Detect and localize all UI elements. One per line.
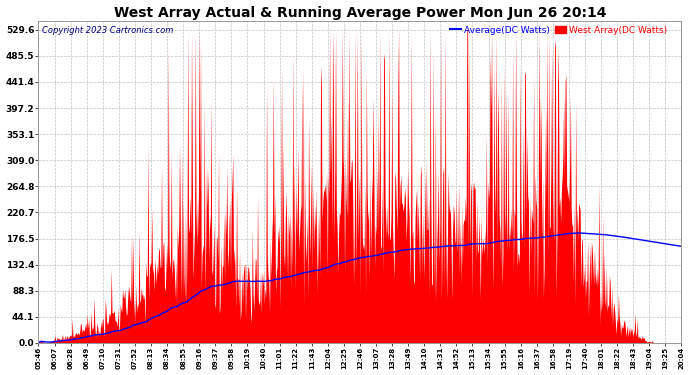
Title: West Array Actual & Running Average Power Mon Jun 26 20:14: West Array Actual & Running Average Powe… — [114, 6, 607, 20]
Legend: Average(DC Watts), West Array(DC Watts): Average(DC Watts), West Array(DC Watts) — [447, 22, 671, 38]
Text: Copyright 2023 Cartronics.com: Copyright 2023 Cartronics.com — [41, 26, 173, 34]
